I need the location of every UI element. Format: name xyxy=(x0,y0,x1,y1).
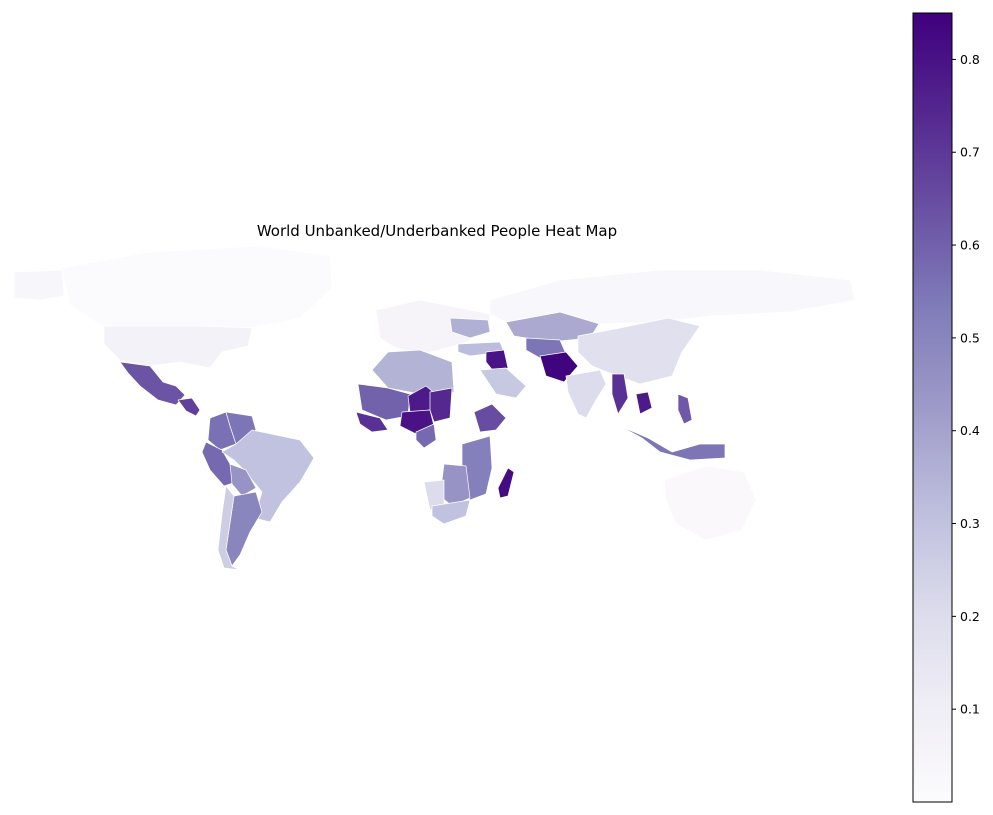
colorbar-tick-label: 0.6 xyxy=(960,238,980,253)
world-map xyxy=(13,245,856,571)
region-bolivia xyxy=(229,463,257,497)
colorbar-tick-label: 0.2 xyxy=(960,609,980,624)
region-india xyxy=(565,369,607,419)
colorbar-tick-label: 0.5 xyxy=(960,330,980,345)
region-philippines xyxy=(677,393,693,425)
region-afghanistan xyxy=(539,351,579,383)
colorbar-gradient xyxy=(912,12,953,803)
region-chad xyxy=(429,387,453,423)
region-south-africa xyxy=(431,499,471,525)
colorbar: 0.1 0.2 0.3 0.4 0.5 0.6 0.7 0.8 xyxy=(912,12,980,803)
region-australia xyxy=(663,465,757,541)
region-ethiopia xyxy=(473,403,507,433)
region-north-africa xyxy=(371,349,455,395)
colorbar-ticks: 0.1 0.2 0.3 0.4 0.5 0.6 0.7 0.8 xyxy=(952,52,980,717)
region-chile xyxy=(217,485,241,571)
region-southern-africa xyxy=(439,463,471,507)
region-ukraine xyxy=(449,317,491,339)
region-cameroon xyxy=(415,423,437,449)
region-usa xyxy=(103,325,253,369)
region-saudi-arabia xyxy=(479,367,527,399)
colorbar-tick-label: 0.8 xyxy=(960,52,980,67)
region-mexico xyxy=(119,361,186,406)
region-indonesia xyxy=(619,425,726,461)
colorbar-tick-label: 0.1 xyxy=(960,702,980,717)
region-greenland xyxy=(13,269,65,301)
region-west-africa-coast xyxy=(355,411,389,433)
region-russia xyxy=(489,269,856,325)
region-europe xyxy=(375,299,491,355)
region-cambodia xyxy=(635,391,653,415)
region-madagascar xyxy=(497,467,515,499)
map-title: World Unbanked/Underbanked People Heat M… xyxy=(257,222,617,240)
region-china xyxy=(577,317,701,385)
region-canada xyxy=(61,245,333,329)
colorbar-tick-label: 0.7 xyxy=(960,145,980,160)
region-central-america xyxy=(177,397,201,417)
colorbar-tick-label: 0.3 xyxy=(960,516,980,531)
colorbar-tick-label: 0.4 xyxy=(960,423,980,438)
region-myanmar xyxy=(611,373,629,415)
